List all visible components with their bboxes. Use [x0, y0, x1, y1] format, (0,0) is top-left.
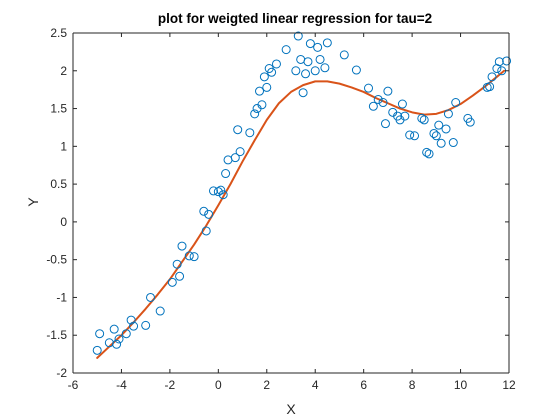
plot-area: [73, 32, 511, 373]
x-tick-label: -2: [165, 378, 176, 392]
x-tick-label: 2: [263, 378, 270, 392]
y-tick-label: 2: [60, 64, 67, 78]
x-axis-label: X: [286, 401, 296, 417]
y-tick-label: -0.5: [46, 253, 67, 267]
axes-background: [73, 33, 509, 373]
x-tick-label: 4: [312, 378, 319, 392]
x-tick-label: -6: [68, 378, 79, 392]
y-tick-label: 2.5: [50, 26, 67, 40]
y-tick-label: 1.5: [50, 102, 67, 116]
y-tick-label: 0.5: [50, 177, 67, 191]
y-axis-label: Y: [25, 197, 41, 207]
x-tick-label: 6: [360, 378, 367, 392]
y-tick-label: 1: [60, 139, 67, 153]
y-tick-label: 0: [60, 215, 67, 229]
chart-title: plot for weigted linear regression for t…: [158, 11, 432, 26]
x-tick-label: 10: [454, 378, 468, 392]
x-tick-label: 8: [409, 378, 416, 392]
x-tick-label: 0: [215, 378, 222, 392]
y-tick-label: -1.5: [46, 328, 67, 342]
y-tick-label: -1: [56, 290, 67, 304]
x-tick-label: -4: [116, 378, 127, 392]
y-tick-label: -2: [56, 366, 67, 380]
x-tick-label: 12: [502, 378, 516, 392]
